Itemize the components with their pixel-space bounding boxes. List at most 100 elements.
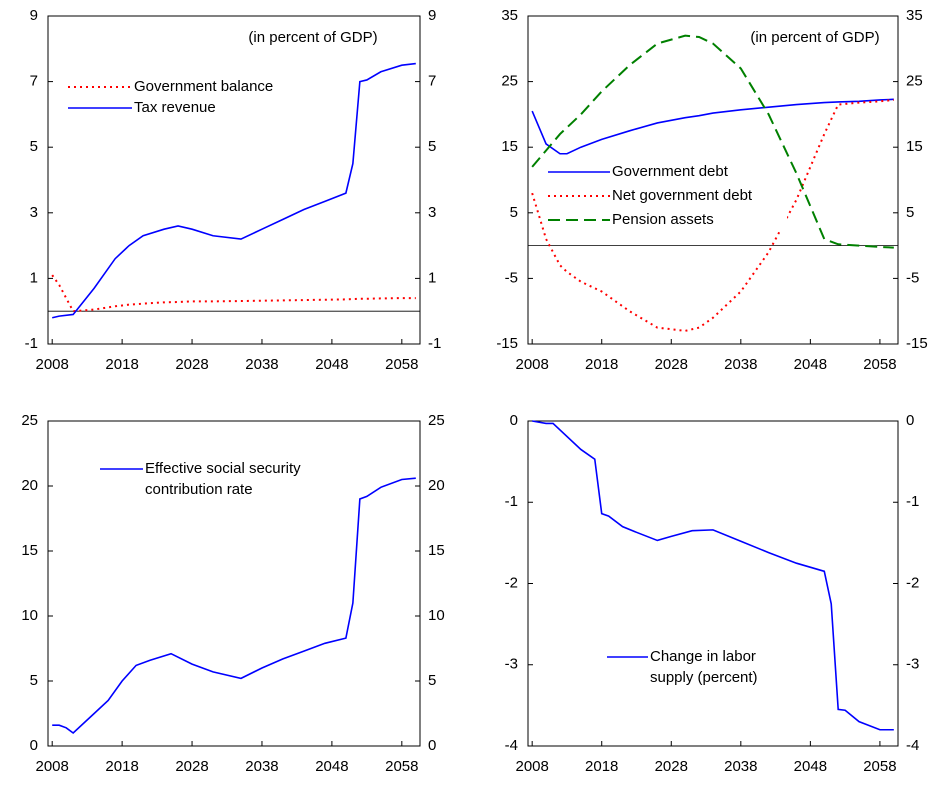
legend-background [546, 161, 787, 183]
annotation: (in percent of GDP) [750, 29, 879, 46]
legend-entry: Effective social security contribution r… [145, 460, 301, 498]
legend-entry: Pension assets [612, 211, 714, 228]
series-line [52, 62, 416, 319]
y2-tick-label: -3 [906, 656, 919, 673]
y2-tick-label: 5 [906, 204, 914, 221]
x-tick-label: 2018 [585, 356, 618, 373]
legend-entry: Tax revenue [134, 99, 216, 116]
y2-tick-label: 15 [428, 542, 445, 559]
series-line [531, 98, 894, 155]
x-tick-label: 2048 [794, 356, 827, 373]
legend-label: Government balance [134, 78, 274, 95]
y2-tick-label: 0 [906, 412, 914, 429]
y-tick-label: -1 [25, 335, 38, 352]
x-tick-label: 2038 [724, 356, 757, 373]
legend-entry: Government debt [612, 163, 728, 180]
y2-tick-label: 5 [428, 672, 436, 689]
x-tick-label: 2008 [36, 356, 69, 373]
series-line [52, 477, 416, 735]
legend-background [546, 185, 787, 207]
y-tick-label: 1 [30, 269, 38, 286]
y-tick-label: -3 [505, 656, 518, 673]
y2-tick-label: 5 [428, 138, 436, 155]
x-tick-label: 2038 [245, 758, 278, 775]
x-tick-label: 2048 [315, 356, 348, 373]
series-line [51, 274, 416, 313]
y-tick-label: 20 [21, 477, 38, 494]
x-tick-label: 2058 [385, 356, 418, 373]
y-tick-label: 9 [30, 7, 38, 24]
y2-tick-label: 7 [428, 73, 436, 90]
y-tick-label: 10 [21, 607, 38, 624]
y-tick-label: -2 [505, 574, 518, 591]
y-tick-label: 15 [21, 542, 38, 559]
x-tick-label: 2008 [515, 356, 548, 373]
y-tick-label: -4 [505, 737, 518, 754]
legend-entry: Net government debt [612, 187, 753, 204]
x-tick-label: 2028 [175, 758, 208, 775]
plot-frame [527, 15, 899, 345]
legend-label: Tax revenue [134, 99, 216, 116]
legend-label: Pension assets [612, 211, 714, 228]
legend-background [546, 209, 787, 231]
y-tick-label: 25 [21, 412, 38, 429]
y2-tick-label: 9 [428, 7, 436, 24]
y2-tick-label: -5 [906, 269, 919, 286]
x-tick-label: 2048 [794, 758, 827, 775]
y2-tick-label: 20 [428, 477, 445, 494]
x-tick-label: 2058 [385, 758, 418, 775]
x-tick-label: 2058 [863, 356, 896, 373]
legend-label: Net government debt [612, 187, 753, 204]
x-tick-label: 2008 [36, 758, 69, 775]
x-tick-label: 2028 [655, 356, 688, 373]
plot-frame [47, 420, 421, 747]
x-tick-label: 2018 [105, 758, 138, 775]
x-tick-label: 2028 [175, 356, 208, 373]
y-tick-label: 5 [30, 138, 38, 155]
y2-tick-label: 25 [428, 412, 445, 429]
plot-frame [47, 15, 421, 345]
y2-tick-label: 15 [906, 138, 923, 155]
legend-entry: Change in labor supply (percent) [650, 648, 758, 686]
y2-tick-label: 35 [906, 7, 923, 24]
y-tick-label: 35 [501, 7, 518, 24]
x-tick-label: 2038 [724, 758, 757, 775]
y-tick-label: 15 [501, 138, 518, 155]
y2-tick-label: 3 [428, 204, 436, 221]
y-tick-label: 5 [510, 204, 518, 221]
y2-tick-label: 1 [428, 269, 436, 286]
y-tick-label: 3 [30, 204, 38, 221]
x-tick-label: 2058 [863, 758, 896, 775]
y-tick-label: -15 [496, 335, 518, 352]
x-tick-label: 2028 [655, 758, 688, 775]
x-tick-label: 2018 [585, 758, 618, 775]
y2-tick-label: 0 [428, 737, 436, 754]
x-tick-label: 2008 [515, 758, 548, 775]
y-tick-label: 5 [30, 672, 38, 689]
y-tick-label: 25 [501, 73, 518, 90]
y-tick-label: 0 [30, 737, 38, 754]
x-tick-label: 2038 [245, 356, 278, 373]
y-tick-label: -5 [505, 269, 518, 286]
y-tick-label: 7 [30, 73, 38, 90]
y2-tick-label: 25 [906, 73, 923, 90]
y-tick-label: -1 [505, 493, 518, 510]
y2-tick-label: -15 [906, 335, 928, 352]
legend-label: Government debt [612, 163, 728, 180]
y2-tick-label: -1 [428, 335, 441, 352]
x-tick-label: 2048 [315, 758, 348, 775]
annotation: (in percent of GDP) [248, 29, 377, 46]
legend-label: Change in labor supply (percent) [650, 648, 758, 686]
y2-tick-label: -2 [906, 574, 919, 591]
y2-tick-label: 10 [428, 607, 445, 624]
series-line [532, 420, 894, 731]
plot-frame [527, 420, 899, 747]
legend-entry: Government balance [134, 78, 274, 95]
x-tick-label: 2018 [105, 356, 138, 373]
series-line [531, 34, 894, 249]
legend-label: Effective social security contribution r… [145, 460, 301, 498]
y2-tick-label: -4 [906, 737, 919, 754]
y2-tick-label: -1 [906, 493, 919, 510]
y-tick-label: 0 [510, 412, 518, 429]
